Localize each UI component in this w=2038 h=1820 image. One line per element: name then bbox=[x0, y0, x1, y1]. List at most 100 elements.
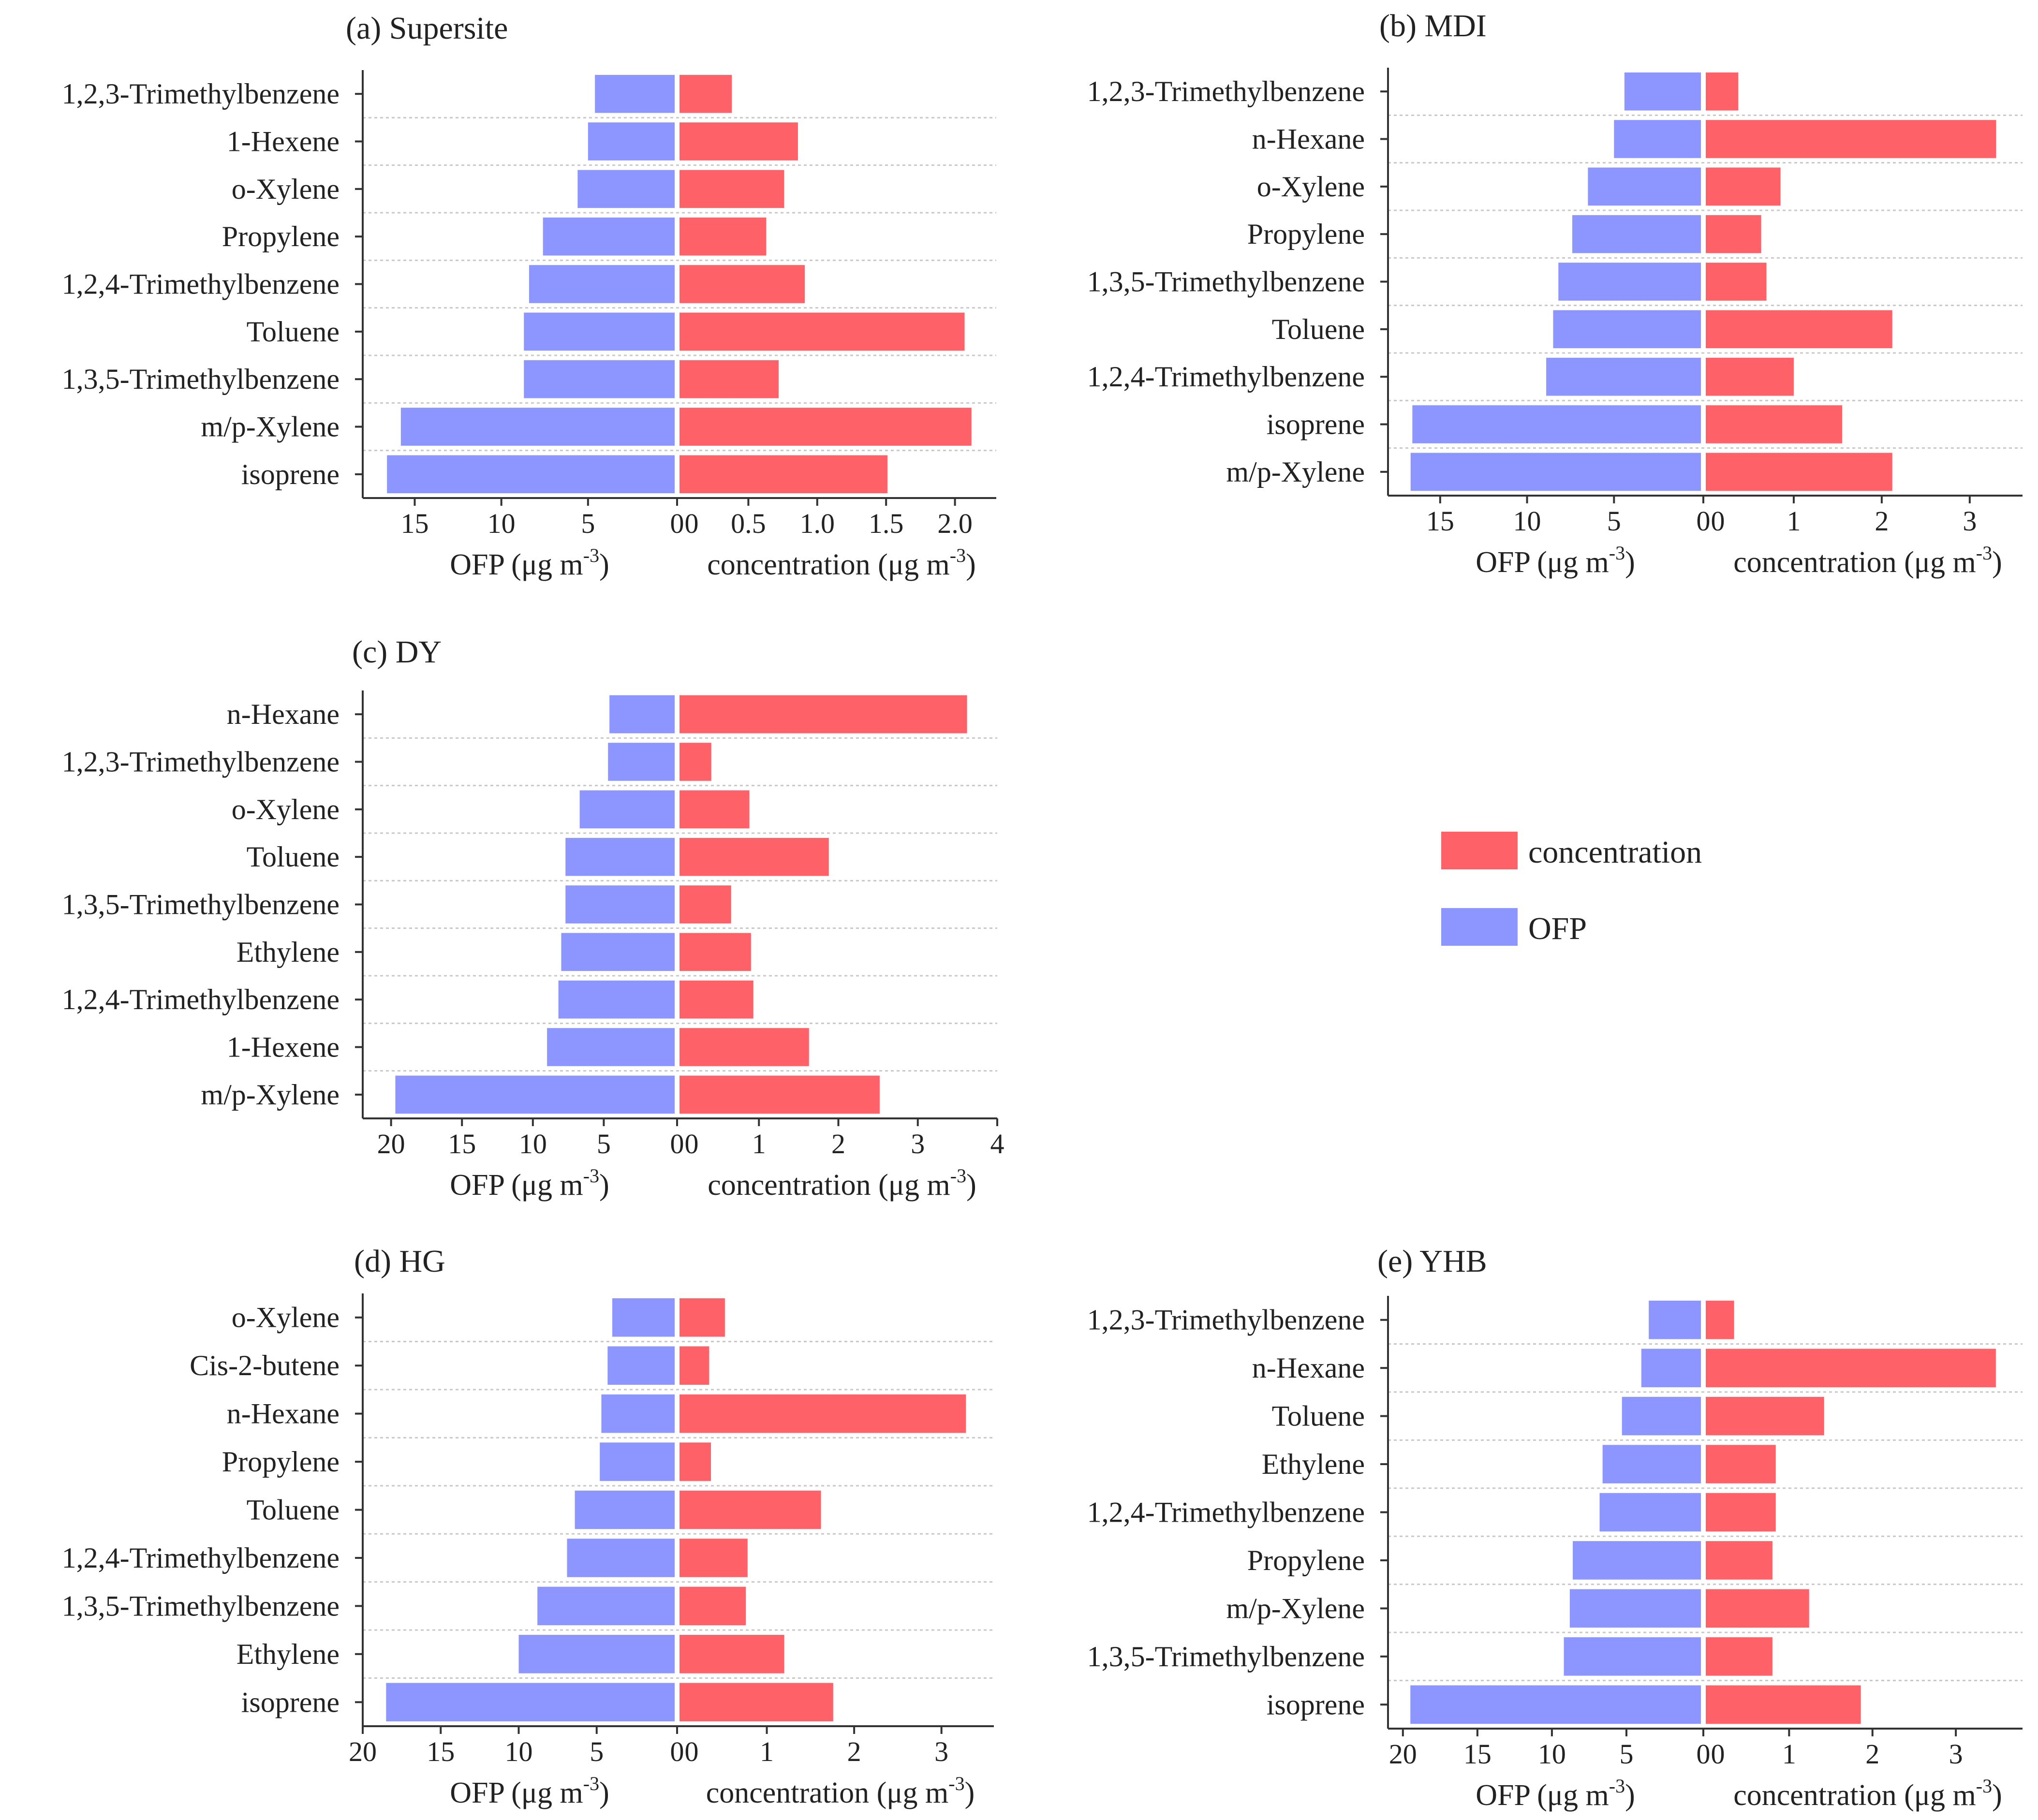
x-tick-label-concentration: 2 bbox=[1865, 1738, 1879, 1770]
chart-panel: (c) DY n-Hexane 1,2,3-Trimethylbenzene o-Xy… bbox=[62, 634, 1004, 1202]
chart-title: (c) DY bbox=[352, 634, 442, 670]
bar-ofp bbox=[1588, 167, 1701, 206]
category-label: 1,3,5-Trimethylbenzene bbox=[62, 889, 340, 921]
category-label: Ethylene bbox=[1262, 1448, 1365, 1480]
bar-ofp bbox=[1412, 405, 1701, 443]
bar-ofp bbox=[558, 980, 675, 1019]
x-axis-label-ofp: OFP (μg m-3) bbox=[1476, 1775, 1635, 1812]
bar-ofp bbox=[600, 1442, 675, 1481]
bar-ofp bbox=[601, 1394, 675, 1433]
bar-ofp bbox=[524, 360, 675, 398]
category-label: m/p-Xylene bbox=[201, 1079, 340, 1111]
bar-concentration bbox=[1706, 1493, 1776, 1532]
x-tick-label-concentration: 4 bbox=[990, 1128, 1004, 1160]
bar-ofp bbox=[1553, 310, 1701, 349]
bar-concentration bbox=[679, 455, 888, 494]
x-tick-label-concentration: 0.5 bbox=[731, 508, 766, 539]
category-label: 1,2,4-Trimethylbenzene bbox=[62, 1542, 340, 1574]
bar-concentration bbox=[679, 265, 805, 303]
category-label: o-Xylene bbox=[232, 1302, 340, 1334]
bar-concentration bbox=[1706, 1349, 1996, 1387]
x-tick-label-ofp: 0 bbox=[1697, 1738, 1711, 1770]
bar-ofp bbox=[386, 1683, 675, 1722]
bar-concentration bbox=[679, 1683, 833, 1722]
bar-concentration bbox=[1706, 1637, 1772, 1676]
x-tick-label-concentration: 0 bbox=[685, 508, 699, 539]
x-tick-label-ofp: 15 bbox=[448, 1128, 476, 1160]
x-tick-label-concentration: 2 bbox=[847, 1736, 861, 1767]
bar-ofp bbox=[561, 933, 675, 971]
bar-concentration bbox=[1706, 1589, 1809, 1628]
bar-concentration bbox=[679, 980, 753, 1019]
category-label: m/p-Xylene bbox=[201, 411, 340, 443]
category-label: m/p-Xylene bbox=[1226, 1592, 1365, 1624]
x-tick-label-ofp: 20 bbox=[377, 1128, 405, 1160]
bar-ofp bbox=[387, 455, 675, 494]
category-label: 1,3,5-Trimethylbenzene bbox=[62, 1590, 340, 1622]
panels: (a) Supersite1,2,3-Trimethylbenzene1-Hex… bbox=[62, 8, 2023, 1812]
bar-ofp bbox=[1573, 1541, 1701, 1580]
x-tick-label-ofp: 5 bbox=[1607, 505, 1621, 537]
legend-label-ofp: OFP bbox=[1528, 911, 1587, 946]
category-label: 1,2,3-Trimethylbenzene bbox=[62, 746, 340, 778]
x-tick-label-concentration: 1.5 bbox=[869, 508, 904, 539]
bar-ofp bbox=[579, 790, 675, 829]
bar-concentration bbox=[679, 1075, 880, 1114]
bar-concentration bbox=[679, 1298, 725, 1337]
category-label: isoprene bbox=[241, 458, 340, 490]
bar-ofp bbox=[524, 312, 675, 351]
x-axis-label-concentration: concentration (μg m-3) bbox=[1733, 542, 2002, 579]
x-tick-label-ofp: 5 bbox=[590, 1736, 604, 1767]
bar-ofp bbox=[1614, 120, 1701, 158]
bar-concentration bbox=[679, 1028, 809, 1066]
bar-concentration bbox=[1706, 263, 1767, 301]
x-tick-label-concentration: 1 bbox=[752, 1128, 766, 1160]
bar-concentration bbox=[1706, 1396, 1824, 1436]
category-label: n-Hexane bbox=[1252, 1352, 1365, 1384]
bar-concentration bbox=[679, 217, 767, 256]
x-tick-label-ofp: 10 bbox=[519, 1128, 547, 1160]
bar-concentration bbox=[1706, 1445, 1776, 1483]
category-label: Propylene bbox=[1247, 218, 1365, 250]
bar-ofp bbox=[1410, 1685, 1701, 1724]
x-tick-label-concentration: 0 bbox=[1711, 1738, 1725, 1770]
bar-ofp bbox=[1572, 215, 1701, 253]
bar-concentration bbox=[679, 1394, 966, 1433]
category-label: Cis-2-butene bbox=[190, 1350, 340, 1381]
x-tick-label-ofp: 0 bbox=[670, 508, 684, 539]
bar-concentration bbox=[1706, 1541, 1772, 1580]
bar-concentration bbox=[1706, 357, 1794, 396]
bar-concentration bbox=[679, 1635, 784, 1673]
bar-ofp bbox=[1599, 1493, 1701, 1532]
x-tick-label-concentration: 1 bbox=[760, 1736, 774, 1767]
bar-ofp bbox=[595, 74, 675, 113]
x-tick-label-ofp: 10 bbox=[1538, 1738, 1566, 1770]
bar-ofp bbox=[1410, 453, 1701, 491]
category-label: Propylene bbox=[222, 1446, 340, 1478]
x-tick-label-ofp: 10 bbox=[487, 508, 516, 539]
bar-concentration bbox=[1706, 405, 1843, 443]
chart-title: (a) Supersite bbox=[346, 11, 508, 46]
bar-ofp bbox=[537, 1586, 675, 1626]
bar-concentration bbox=[679, 1490, 821, 1529]
x-tick-label-ofp: 5 bbox=[581, 508, 595, 539]
x-axis-label-concentration: concentration (μg m-3) bbox=[1733, 1775, 2002, 1812]
x-tick-label-concentration: 3 bbox=[911, 1128, 925, 1160]
bar-ofp bbox=[529, 265, 675, 303]
category-label: 1,2,4-Trimethylbenzene bbox=[62, 983, 340, 1015]
bar-ofp bbox=[1622, 1396, 1701, 1436]
legend: concentration OFP bbox=[1441, 832, 1702, 946]
chart-title: (b) MDI bbox=[1379, 8, 1487, 44]
category-label: m/p-Xylene bbox=[1226, 456, 1365, 488]
bar-concentration bbox=[679, 360, 779, 398]
x-tick-label-ofp: 15 bbox=[1426, 505, 1454, 537]
bar-ofp bbox=[612, 1298, 675, 1337]
category-label: Toluene bbox=[247, 316, 340, 348]
bar-concentration bbox=[679, 1346, 709, 1385]
x-tick-label-concentration: 2.0 bbox=[937, 508, 973, 539]
bar-concentration bbox=[679, 743, 711, 781]
bar-ofp bbox=[1558, 263, 1701, 301]
legend-label-concentration: concentration bbox=[1528, 835, 1702, 870]
bar-ofp bbox=[609, 695, 675, 734]
